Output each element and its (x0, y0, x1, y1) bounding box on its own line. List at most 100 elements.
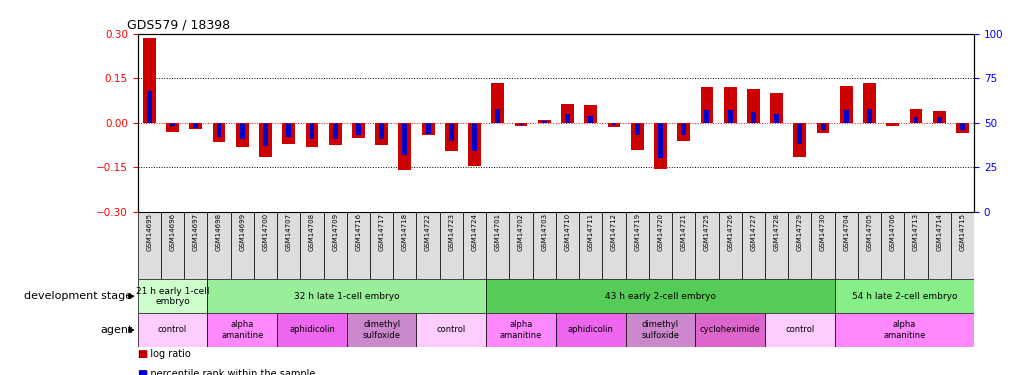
Bar (839, 86, 852, 123)
Bar (630, 123, 643, 150)
Bar (515, 123, 527, 126)
Bar (259, 123, 272, 157)
Bar (625, 313, 695, 347)
Bar (741, 212, 764, 279)
Bar (486, 313, 555, 347)
Bar (332, 123, 337, 139)
Bar (207, 212, 230, 279)
Bar (793, 123, 805, 157)
Text: control: control (158, 326, 187, 334)
Bar (886, 123, 899, 126)
Bar (379, 123, 384, 139)
Bar (444, 123, 458, 151)
Bar (472, 123, 477, 152)
Bar (448, 123, 453, 141)
Bar (147, 91, 152, 123)
Text: aphidicolin: aphidicolin (288, 326, 334, 334)
Text: GSM14704: GSM14704 (843, 213, 849, 251)
Text: GSM14723: GSM14723 (448, 213, 453, 251)
Bar (717, 212, 741, 279)
Text: GSM14695: GSM14695 (146, 213, 152, 251)
Bar (820, 123, 824, 130)
Bar (166, 123, 178, 132)
Bar (277, 313, 346, 347)
Text: GSM14715: GSM14715 (959, 213, 965, 251)
Bar (356, 123, 361, 135)
Bar (254, 212, 277, 279)
Bar (370, 212, 393, 279)
Bar (416, 212, 439, 279)
Text: GSM14730: GSM14730 (819, 213, 825, 251)
Bar (306, 123, 318, 147)
Bar (695, 212, 717, 279)
Text: GSM14720: GSM14720 (657, 213, 662, 251)
Text: ■: ■ (138, 349, 147, 359)
Bar (926, 212, 950, 279)
Bar (913, 117, 917, 123)
Text: 32 h late 1-cell embryo: 32 h late 1-cell embryo (293, 292, 399, 301)
Bar (904, 212, 926, 279)
Bar (323, 212, 346, 279)
Bar (398, 123, 411, 170)
Bar (816, 123, 828, 133)
Text: GDS579 / 18398: GDS579 / 18398 (127, 19, 230, 32)
Bar (508, 212, 532, 279)
Bar (403, 123, 407, 155)
Bar (672, 212, 695, 279)
Text: GSM14699: GSM14699 (239, 213, 245, 251)
Text: GSM14707: GSM14707 (285, 213, 291, 251)
Bar (727, 110, 732, 123)
Text: cycloheximide: cycloheximide (699, 326, 760, 334)
Bar (607, 123, 620, 127)
Text: agent: agent (100, 325, 132, 335)
Text: GSM14722: GSM14722 (425, 213, 431, 251)
Text: 43 h early 2-cell embryo: 43 h early 2-cell embryo (604, 292, 715, 301)
Bar (750, 112, 755, 123)
Bar (648, 212, 672, 279)
Bar (239, 123, 245, 139)
Bar (843, 110, 848, 123)
Bar (486, 279, 834, 313)
Bar (764, 212, 788, 279)
Bar (579, 212, 602, 279)
Bar (375, 123, 387, 145)
Text: alpha
amanitine: alpha amanitine (882, 320, 924, 340)
Bar (565, 114, 570, 123)
Bar (190, 123, 202, 129)
Bar (184, 212, 207, 279)
Text: alpha
amanitine: alpha amanitine (499, 320, 542, 340)
Bar (611, 123, 615, 124)
Text: GSM14711: GSM14711 (587, 213, 593, 251)
Bar (695, 313, 764, 347)
Bar (555, 212, 579, 279)
Text: GSM14728: GSM14728 (772, 213, 779, 251)
Bar (138, 313, 207, 347)
Text: GSM14696: GSM14696 (169, 213, 175, 251)
Bar (880, 212, 904, 279)
Text: ■ log ratio: ■ log ratio (138, 349, 191, 359)
Bar (773, 114, 779, 123)
Bar (797, 123, 802, 144)
Text: 54 h late 2-cell embryo: 54 h late 2-cell embryo (851, 292, 956, 301)
Text: ■: ■ (138, 369, 147, 375)
Bar (346, 212, 370, 279)
Text: GSM14727: GSM14727 (750, 213, 756, 251)
Bar (532, 212, 555, 279)
Bar (207, 279, 486, 313)
Bar (834, 212, 857, 279)
Text: GSM14718: GSM14718 (401, 213, 408, 251)
Bar (541, 121, 546, 123)
Bar (421, 123, 434, 135)
Bar (328, 123, 341, 145)
Text: GSM14729: GSM14729 (796, 213, 802, 251)
Bar (788, 212, 811, 279)
Text: GSM14724: GSM14724 (471, 213, 477, 251)
Bar (909, 110, 921, 123)
Bar (857, 212, 880, 279)
Bar (263, 123, 268, 146)
Text: GSM14726: GSM14726 (727, 213, 733, 251)
Text: GSM14708: GSM14708 (309, 213, 315, 251)
Bar (138, 279, 207, 313)
Text: GSM14725: GSM14725 (703, 213, 709, 251)
Bar (212, 123, 225, 142)
